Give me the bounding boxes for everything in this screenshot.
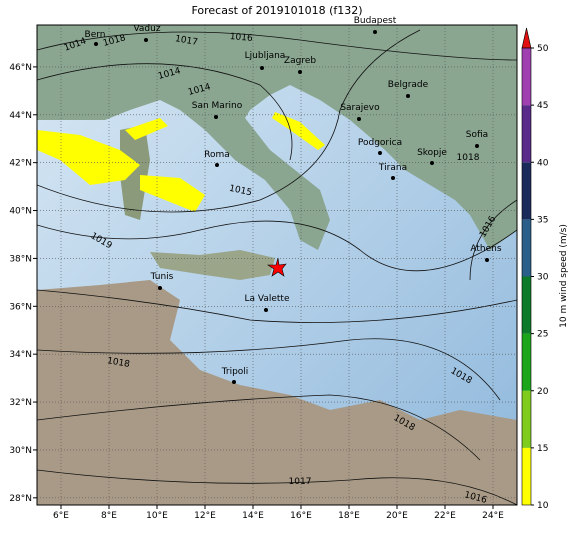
colorbar-segment bbox=[522, 447, 531, 505]
city-dot bbox=[232, 380, 236, 384]
city-label: Ljubljana bbox=[245, 51, 286, 61]
colorbar-tick-label: 10 bbox=[537, 501, 549, 511]
city-label: Tripoli bbox=[221, 367, 249, 377]
city-label: Bern bbox=[85, 30, 106, 40]
colorbar-tick-label: 50 bbox=[537, 44, 549, 54]
colorbar-tick-label: 20 bbox=[537, 387, 549, 397]
colorbar-tick-label: 25 bbox=[537, 330, 548, 340]
map-frame bbox=[36, 24, 518, 506]
lon-tick-label: 14°E bbox=[242, 511, 264, 521]
lat-tick-label: 28°N bbox=[9, 494, 32, 504]
city-dot bbox=[94, 42, 98, 46]
city-label: Skopje bbox=[417, 148, 447, 158]
city-dot bbox=[214, 115, 218, 119]
city-label: San Marino bbox=[192, 101, 243, 111]
lat-tick-label: 34°N bbox=[9, 350, 32, 360]
colorbar-segment bbox=[522, 162, 531, 220]
city-dot bbox=[391, 176, 395, 180]
city-label: Roma bbox=[204, 150, 230, 160]
colorbar-segment bbox=[522, 105, 531, 163]
city-label: Podgorica bbox=[358, 138, 402, 148]
land-north bbox=[37, 25, 517, 250]
city-dot bbox=[260, 66, 264, 70]
colorbar-tick-label: 40 bbox=[537, 158, 549, 168]
lon-tick-label: 6°E bbox=[53, 511, 69, 521]
city-dot bbox=[373, 30, 377, 34]
colorbar-label: 10 m wind speed (m/s) bbox=[559, 224, 569, 328]
city-label: Belgrade bbox=[388, 80, 429, 90]
city-label: Tunis bbox=[150, 272, 174, 282]
city-dot bbox=[378, 151, 382, 155]
lat-tick-label: 32°N bbox=[9, 398, 32, 408]
lon-tick-label: 10°E bbox=[146, 511, 168, 521]
colorbar-tick-label: 45 bbox=[537, 101, 548, 111]
lat-tick-label: 40°N bbox=[9, 207, 32, 217]
city-dot bbox=[430, 161, 434, 165]
lon-tick-label: 12°E bbox=[194, 511, 216, 521]
city-dot bbox=[485, 258, 489, 262]
lat-tick-label: 38°N bbox=[9, 254, 32, 264]
colorbar-tick-label: 15 bbox=[537, 444, 548, 454]
map-area bbox=[37, 25, 517, 505]
isobar-label: 1018 bbox=[106, 356, 131, 370]
city-dot bbox=[357, 117, 361, 121]
wind-patch bbox=[272, 112, 325, 150]
colorbar-segment bbox=[522, 390, 531, 448]
colorbar-tick-label: 35 bbox=[537, 215, 548, 225]
lon-tick-label: 24°E bbox=[482, 511, 504, 521]
island bbox=[120, 125, 150, 220]
lat-tick-label: 44°N bbox=[9, 111, 32, 121]
lat-tick-label: 46°N bbox=[9, 63, 32, 73]
lat-tick-label: 30°N bbox=[9, 446, 32, 456]
city-label: Vaduz bbox=[133, 24, 160, 34]
isobar-label: 1017 bbox=[174, 34, 198, 48]
isobar-label: 1017 bbox=[289, 477, 312, 487]
lon-tick-label: 18°E bbox=[338, 511, 360, 521]
city-label: Tirana bbox=[378, 163, 407, 173]
colorbar-tick-label: 30 bbox=[537, 273, 549, 283]
city-dot bbox=[298, 70, 302, 74]
isobar-label: 1016 bbox=[229, 32, 253, 44]
colorbar-segment bbox=[522, 276, 531, 334]
city-dot bbox=[144, 38, 148, 42]
city-dot bbox=[475, 144, 479, 148]
colorbar-segment bbox=[522, 48, 531, 106]
colorbar-segment bbox=[522, 219, 531, 277]
colorbar-segment bbox=[522, 333, 531, 391]
wind-patch bbox=[140, 175, 205, 212]
city-label: Sarajevo bbox=[340, 103, 380, 113]
city-label: Athens bbox=[470, 244, 501, 254]
city-label: Zagreb bbox=[284, 56, 316, 66]
lon-tick-label: 16°E bbox=[290, 511, 312, 521]
wind-patch bbox=[37, 130, 140, 185]
sicily bbox=[150, 250, 275, 280]
city-label: La Valette bbox=[245, 294, 290, 304]
isobar-label: 1018 bbox=[457, 153, 480, 163]
lon-tick-label: 22°E bbox=[434, 511, 456, 521]
map-title: Forecast of 2019101018 (f132) bbox=[191, 4, 362, 17]
lon-tick-label: 20°E bbox=[386, 511, 408, 521]
city-dot bbox=[406, 94, 410, 98]
city-label: Budapest bbox=[354, 16, 397, 26]
city-label: Sofia bbox=[466, 130, 488, 140]
isobar-label: 1015 bbox=[228, 184, 252, 199]
colorbar-extend bbox=[521, 27, 532, 49]
city-dot bbox=[215, 163, 219, 167]
wind-patch bbox=[125, 118, 168, 140]
city-dot bbox=[264, 308, 268, 312]
lat-tick-label: 42°N bbox=[9, 159, 32, 169]
lon-tick-label: 8°E bbox=[101, 511, 117, 521]
city-dot bbox=[158, 286, 162, 290]
lat-tick-label: 36°N bbox=[9, 302, 32, 312]
storm-star bbox=[267, 257, 287, 277]
